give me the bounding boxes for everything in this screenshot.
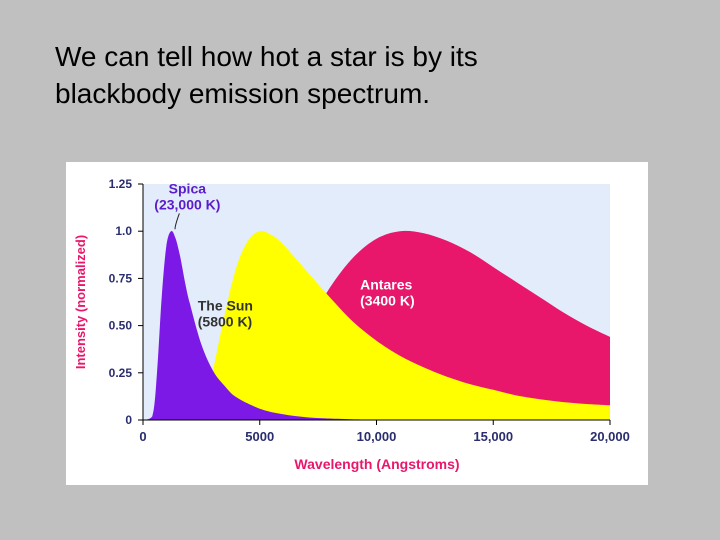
series-label-antares: (3400 K): [360, 293, 414, 309]
chart-frame: 0 0.25 0.50 0.75 1.0 1.25 0 5000 10,000 15,000 20,…: [66, 162, 648, 485]
x-tick-label: 0: [139, 429, 146, 444]
y-tick-label: 0: [125, 413, 132, 427]
y-tick-label: 0.75: [109, 271, 133, 285]
x-tick-label: 20,000: [590, 429, 630, 444]
slide-title-line-2: blackbody emission spectrum.: [55, 78, 431, 109]
y-tick-label: 0.50: [109, 319, 133, 333]
y-tick-label: 1.25: [109, 177, 133, 191]
series-label-antares: Antares: [360, 277, 412, 293]
spica-pointer-line: [174, 213, 180, 230]
y-tick-label: 1.0: [115, 224, 132, 238]
series-label-the-sun: The Sun: [198, 297, 253, 313]
slide-title: We can tell how hot a star is by its bla…: [55, 38, 675, 112]
x-tick-label: 5000: [245, 429, 274, 444]
y-tick-label: 0.25: [109, 366, 133, 380]
y-axis-label: Intensity (normalized): [73, 235, 88, 369]
series-area-spica: [143, 230, 377, 420]
blackbody-chart: 0 0.25 0.50 0.75 1.0 1.25 0 5000 10,000 15,000 20,…: [73, 177, 630, 472]
x-tick-label: 10,000: [357, 429, 397, 444]
series-area-antares: [143, 230, 610, 420]
slide-title-line-1: We can tell how hot a star is by its: [55, 41, 478, 72]
x-tick-label: 15,000: [473, 429, 513, 444]
x-axis-label: Wavelength (Angstroms): [294, 456, 459, 472]
series-area-the-sun: [143, 231, 610, 420]
series-label-spica: Spica: [169, 180, 207, 196]
series-label-the-sun: (5800 K): [198, 313, 252, 329]
series-label-spica: (23,000 K): [154, 196, 220, 212]
